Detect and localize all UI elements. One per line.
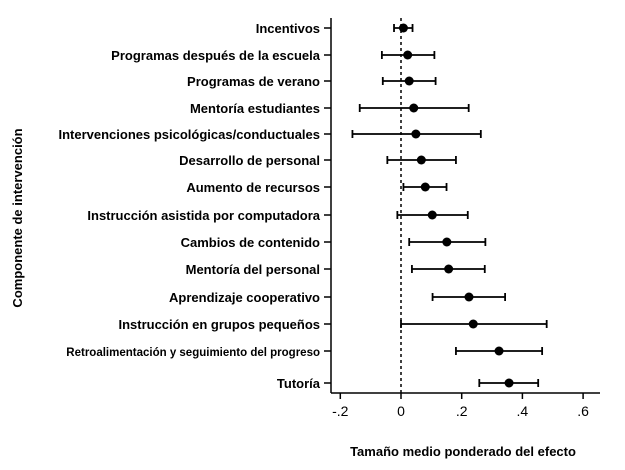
- row: Programas después de la escuela: [111, 48, 436, 63]
- x-axis-label: Tamaño medio ponderado del efecto: [350, 444, 576, 459]
- row-label: Desarrollo de personal: [179, 153, 320, 168]
- x-tick-label: 0: [397, 403, 405, 419]
- row: Mentoría del personal: [186, 262, 486, 277]
- row-label: Cambios de contenido: [181, 235, 320, 250]
- estimate-point: [427, 210, 437, 220]
- estimate-point: [504, 378, 514, 388]
- row-label: Mentoría del personal: [186, 262, 320, 277]
- row: Aumento de recursos: [186, 180, 448, 195]
- row: Intervenciones psicológicas/conductuales: [58, 127, 482, 142]
- row: Tutoría: [277, 376, 540, 391]
- estimate-point: [468, 319, 478, 329]
- estimate-point: [409, 103, 419, 113]
- row-label: Tutoría: [277, 376, 321, 391]
- row: Instrucción asistida por computadora: [87, 208, 469, 223]
- row-label: Instrucción en grupos pequeños: [118, 317, 320, 332]
- row: Aprendizaje cooperativo: [169, 290, 507, 305]
- row-label: Instrucción asistida por computadora: [87, 208, 320, 223]
- estimate-point: [403, 50, 413, 60]
- row-label: Aprendizaje cooperativo: [169, 290, 320, 305]
- row-label: Aumento de recursos: [186, 180, 320, 195]
- row: Retroalimentación y seguimiento del prog…: [66, 346, 544, 359]
- row: Instrucción en grupos pequeños: [118, 317, 548, 332]
- estimate-point: [420, 182, 430, 192]
- row-label: Incentivos: [256, 21, 320, 36]
- estimate-point: [416, 155, 426, 165]
- row-label: Programas después de la escuela: [111, 48, 321, 63]
- estimate-point: [398, 23, 408, 33]
- estimate-point: [464, 292, 474, 302]
- x-tick-label: -.2: [332, 403, 349, 419]
- x-tick-label: .6: [577, 403, 589, 419]
- estimate-point: [494, 346, 504, 356]
- estimate-point: [404, 76, 414, 86]
- row-label: Mentoría estudiantes: [190, 101, 320, 116]
- row: Desarrollo de personal: [179, 153, 457, 168]
- estimate-point: [442, 237, 452, 247]
- row: Mentoría estudiantes: [190, 101, 470, 116]
- estimate-point: [411, 129, 421, 139]
- x-tick-label: .4: [517, 403, 529, 419]
- row: Cambios de contenido: [181, 235, 487, 250]
- estimate-point: [444, 264, 454, 274]
- row: Programas de verano: [187, 74, 437, 89]
- x-tick-label: .2: [456, 403, 468, 419]
- row-label: Intervenciones psicológicas/conductuales: [58, 127, 320, 142]
- row-label: Programas de verano: [187, 74, 320, 89]
- row: Incentivos: [256, 21, 414, 36]
- row-label: Retroalimentación y seguimiento del prog…: [66, 347, 320, 359]
- y-axis-label: Componente de intervención: [10, 128, 25, 307]
